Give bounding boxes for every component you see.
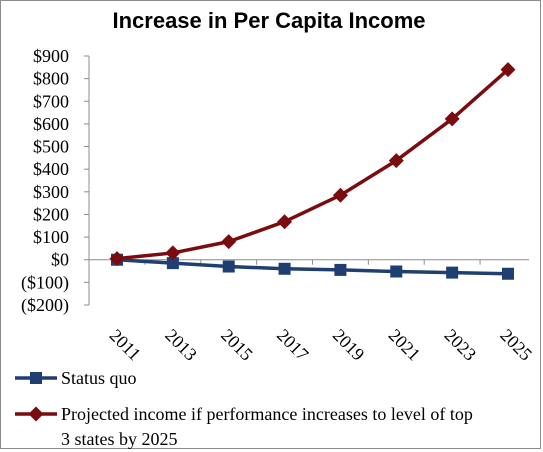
y-tick-label: $800 (33, 69, 69, 89)
chart-title: Increase in Per Capita Income (112, 8, 425, 33)
projected-income-point (388, 153, 404, 169)
projected-income-point (221, 234, 237, 250)
y-axis-ticks: $900$800$700$600$500$400$300$200$100$0($… (21, 46, 89, 316)
status-quo-point (222, 260, 235, 273)
status-quo-point (502, 267, 514, 280)
legend-projected-label-line-2: 3 states by 2025 (61, 429, 178, 449)
legend-status-quo-marker (30, 372, 42, 384)
y-tick-label: ($100) (21, 272, 69, 293)
x-tick-label: 2025 (496, 325, 536, 365)
y-tick-label: $500 (33, 137, 69, 157)
status-quo-point (334, 263, 347, 276)
y-tick-label: ($200) (21, 295, 69, 316)
legend-projected-label-line-1: Projected income if performance increase… (61, 404, 473, 424)
projected-income-point (332, 187, 348, 203)
y-tick-label: $300 (33, 182, 69, 202)
x-tick-label: 2021 (385, 325, 425, 365)
series-line-1 (116, 257, 509, 276)
projected-income-point (500, 62, 516, 78)
y-tick-label: $100 (33, 227, 69, 247)
x-tick-label: 2017 (273, 325, 313, 365)
y-tick-label: $200 (33, 204, 69, 224)
legend-projected-label: Projected income if performance increase… (61, 404, 473, 449)
axes (88, 56, 529, 305)
status-quo-point (390, 265, 403, 278)
series-group (109, 62, 516, 280)
x-tick-label: 2023 (441, 325, 481, 365)
y-tick-label: $400 (33, 159, 69, 179)
legend-projected-marker (28, 406, 44, 422)
projected-income-point (109, 251, 125, 267)
status-quo-point (278, 262, 291, 275)
x-axis-ticks: 2011 2013 2015 2017 2019 2021 2023 2025 (106, 259, 536, 365)
x-tick-label: 2019 (329, 325, 369, 365)
status-quo-point (446, 266, 459, 279)
x-tick-label: 2013 (161, 325, 201, 365)
x-tick-label: 2015 (217, 325, 257, 365)
status-quo-point (166, 257, 179, 270)
y-tick-label: $700 (33, 91, 69, 111)
y-tick-label: $0 (51, 250, 69, 270)
y-tick-label: $900 (33, 46, 69, 66)
projected-income-point (444, 111, 460, 127)
projected-income-point (277, 214, 293, 230)
y-tick-label: $600 (33, 114, 69, 134)
series-line-2 (116, 68, 510, 261)
projected-income-point (165, 245, 181, 261)
x-tick-label: 2011 (106, 325, 145, 364)
legend: Status quo Projected income if performanc… (15, 368, 473, 449)
legend-status-quo-label: Status quo (61, 368, 137, 388)
